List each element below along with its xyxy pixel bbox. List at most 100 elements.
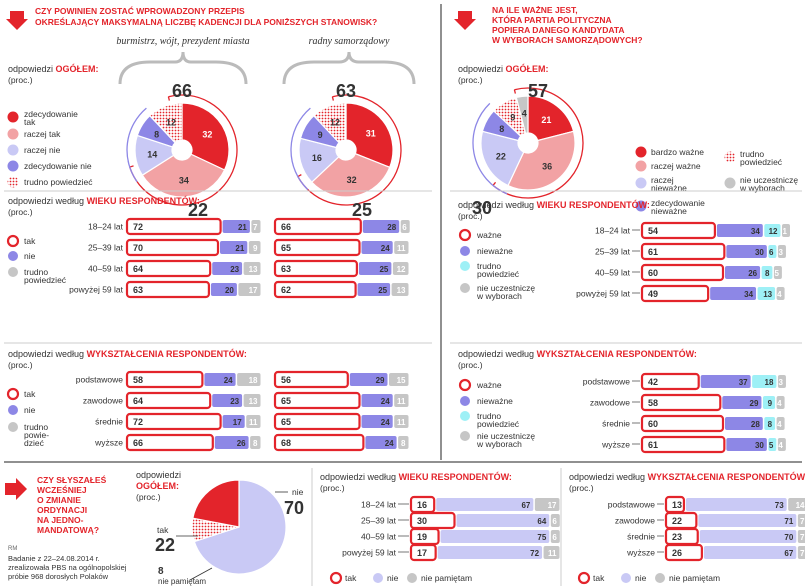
lavender-circle-icon: [7, 144, 19, 156]
left-edu-radny-bar-main: [273, 433, 365, 452]
left-age-burmistrz-value: 70: [133, 243, 143, 253]
right-age-value: 12: [769, 227, 778, 236]
bottom-age-bar-seg: [550, 530, 560, 543]
left-edu-burmistrz-bar-seg: [214, 436, 249, 449]
bottom-legend-label: tak: [593, 573, 605, 583]
right-age-bar-seg: [773, 266, 782, 279]
pie-radny-total-tak: 63: [336, 81, 356, 101]
pie-partia-value: 9: [510, 113, 515, 123]
left-age-radny-bar-seg: [391, 283, 409, 296]
bottom-edu-value: 67: [784, 549, 793, 558]
bottom-overall-title-part: odpowiedzi: [136, 470, 181, 480]
right-edu-value: 9: [768, 399, 773, 408]
left-edu-title: odpowiedzi według WYKSZTAŁCENIA RESPONDE…: [8, 348, 247, 359]
pie-partia-wazne-bracket-tick: [513, 89, 517, 94]
right-edu-value: 5: [769, 441, 774, 450]
right-edu-bar-main: [640, 414, 725, 433]
pink-circle-icon: [7, 128, 19, 140]
left-age-radny-value: 13: [397, 286, 406, 295]
bottom-age-value: 67: [521, 501, 530, 510]
footer-line: próbie 968 dorosłych Polaków: [8, 572, 109, 581]
right-unit: (proc.): [458, 75, 483, 85]
bottom-edu-title-part: odpowiedzi według: [569, 472, 648, 482]
purple-dot-icon: [460, 246, 470, 256]
right-age-bar-seg: [757, 287, 776, 300]
pie-radny-tak-bracket-tick: [297, 174, 302, 178]
bottom-age-category: 18–24 lat: [361, 500, 397, 510]
bottom-age-value: 75: [537, 533, 546, 542]
bottom-age-bar-seg: [550, 514, 560, 527]
left-edu-unit: (proc.): [8, 360, 33, 370]
left-age-radny-bar-main: [273, 217, 362, 236]
pie-radny-nie-bracket: [290, 107, 311, 191]
bottom-age-category: 25–39 lat: [361, 516, 397, 526]
left-edu-radny-value: 24: [381, 397, 390, 406]
right-age-bar-main: [640, 263, 725, 282]
bottom-age-value: 19: [417, 532, 427, 542]
pie-burmistrz-value: 32: [202, 129, 212, 139]
bottom-question-line: MANDATOWĄ?: [37, 525, 99, 535]
left-edu-radny-value: 15: [397, 376, 406, 385]
right-age-legend-label: nieważne: [477, 246, 513, 256]
right-age-value: 13: [763, 290, 772, 299]
pie-partia-slice: [527, 95, 575, 142]
right-edu-legend-label: ważne: [476, 380, 502, 390]
bottom-age-bar-seg: [456, 514, 550, 527]
bottom-edu-title-part: WYKSZTAŁCENIA RESPONDENTÓW:: [648, 471, 805, 482]
pie-radny-total-nie: 25: [352, 200, 372, 220]
pie-ordynacja-tak-label: tak: [157, 525, 169, 535]
pie-radny-tak-bracket: [297, 94, 402, 206]
left-edu-radny-bar-seg: [398, 436, 409, 449]
left-age-legend-label: powiedzieć: [24, 275, 67, 285]
left-age-radny-value: 6: [402, 223, 407, 232]
right-overall-title-part: odpowiedzi: [458, 64, 506, 74]
pink-circle-icon: [635, 160, 647, 172]
right-question-line: POPIERA DANEGO KANDYDATA: [492, 25, 625, 35]
right-age-unit: (proc.): [458, 211, 483, 221]
red-ring-icon: [577, 571, 591, 585]
left-age-category: 18–24 lat: [88, 222, 124, 232]
bottom-age-bar-seg: [543, 546, 560, 559]
left-age-radny-value: 24: [381, 244, 390, 253]
pie-burmistrz-total-tak: 66: [172, 81, 192, 101]
pie-burmistrz-value: 12: [166, 118, 176, 128]
left-age-burmistrz-bar-seg: [222, 220, 250, 233]
purple-dot-icon: [8, 251, 18, 261]
pie-ordynacja-np-label: nie pamiętam: [158, 577, 206, 586]
right-age-value: 61: [648, 247, 658, 257]
red-ring-icon: [6, 387, 20, 401]
left-edu-radny-bar-main: [273, 391, 361, 410]
bottom-age-value: 16: [417, 500, 427, 510]
left-edu-burmistrz-bar-seg: [222, 415, 245, 428]
red-ring-icon: [458, 378, 472, 392]
right-pie-legend-label: zdecydowanie: [651, 198, 705, 208]
right-edu-value: 4: [778, 441, 783, 450]
bottom-edu-value: 14: [796, 501, 805, 510]
left-age-burmistrz-value: 9: [253, 244, 258, 253]
left-edu-burmistrz-value: 17: [233, 418, 242, 427]
left-edu-legend-label: powie-: [24, 430, 49, 440]
right-edu-legend-label: trudno: [477, 411, 501, 421]
dotted-circle-icon: [7, 176, 19, 188]
right-edu-value: 61: [648, 440, 658, 450]
left-overall-title-part: odpowiedzi: [8, 64, 56, 74]
right-age-legend-label: powiedzieć: [477, 269, 520, 279]
left-age-burmistrz-value: 21: [238, 223, 247, 232]
bottom-legend-label: nie pamiętam: [669, 573, 720, 583]
bottom-legend-label: nie: [635, 573, 647, 583]
left-question-line: OKREŚLAJĄCY MAKSYMALNĄ LICZBĘ KADENCJI D…: [35, 16, 377, 27]
bottom-age-value: 6: [552, 533, 557, 542]
pie-partia-slice: [507, 130, 576, 191]
bottom-edu-value: 23: [672, 532, 682, 542]
right-age-value: 8: [765, 269, 770, 278]
left-pie-legend-label: zdecydowanie: [24, 109, 78, 119]
left-edu-radny-value: 11: [397, 397, 406, 406]
left-edu-radny-bar-seg: [361, 415, 393, 428]
pie-partia-total-wazne: 57: [528, 81, 548, 101]
left-age-burmistrz-value: 17: [249, 286, 258, 295]
left-edu-radny-value: 24: [381, 418, 390, 427]
left-age-burmistrz-bar-main: [125, 280, 211, 299]
left-age-radny-bar-main: [273, 238, 361, 257]
pie-radny-slice: [345, 102, 394, 169]
